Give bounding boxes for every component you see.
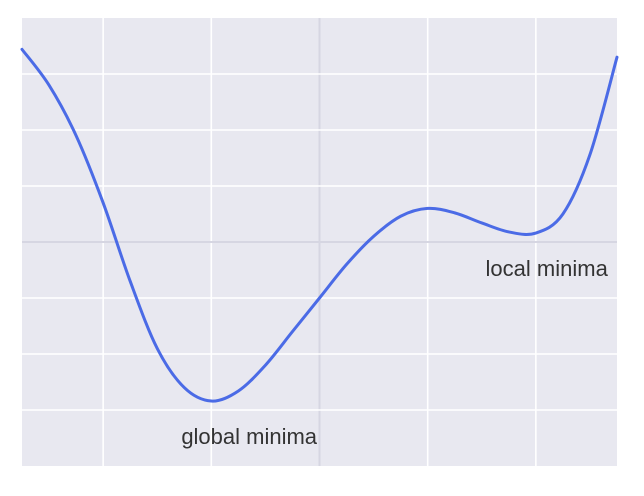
annotation-global-minima: global minima: [181, 424, 317, 449]
series-line-0: [20, 47, 619, 403]
annotation-local-minima: local minima: [486, 256, 609, 281]
